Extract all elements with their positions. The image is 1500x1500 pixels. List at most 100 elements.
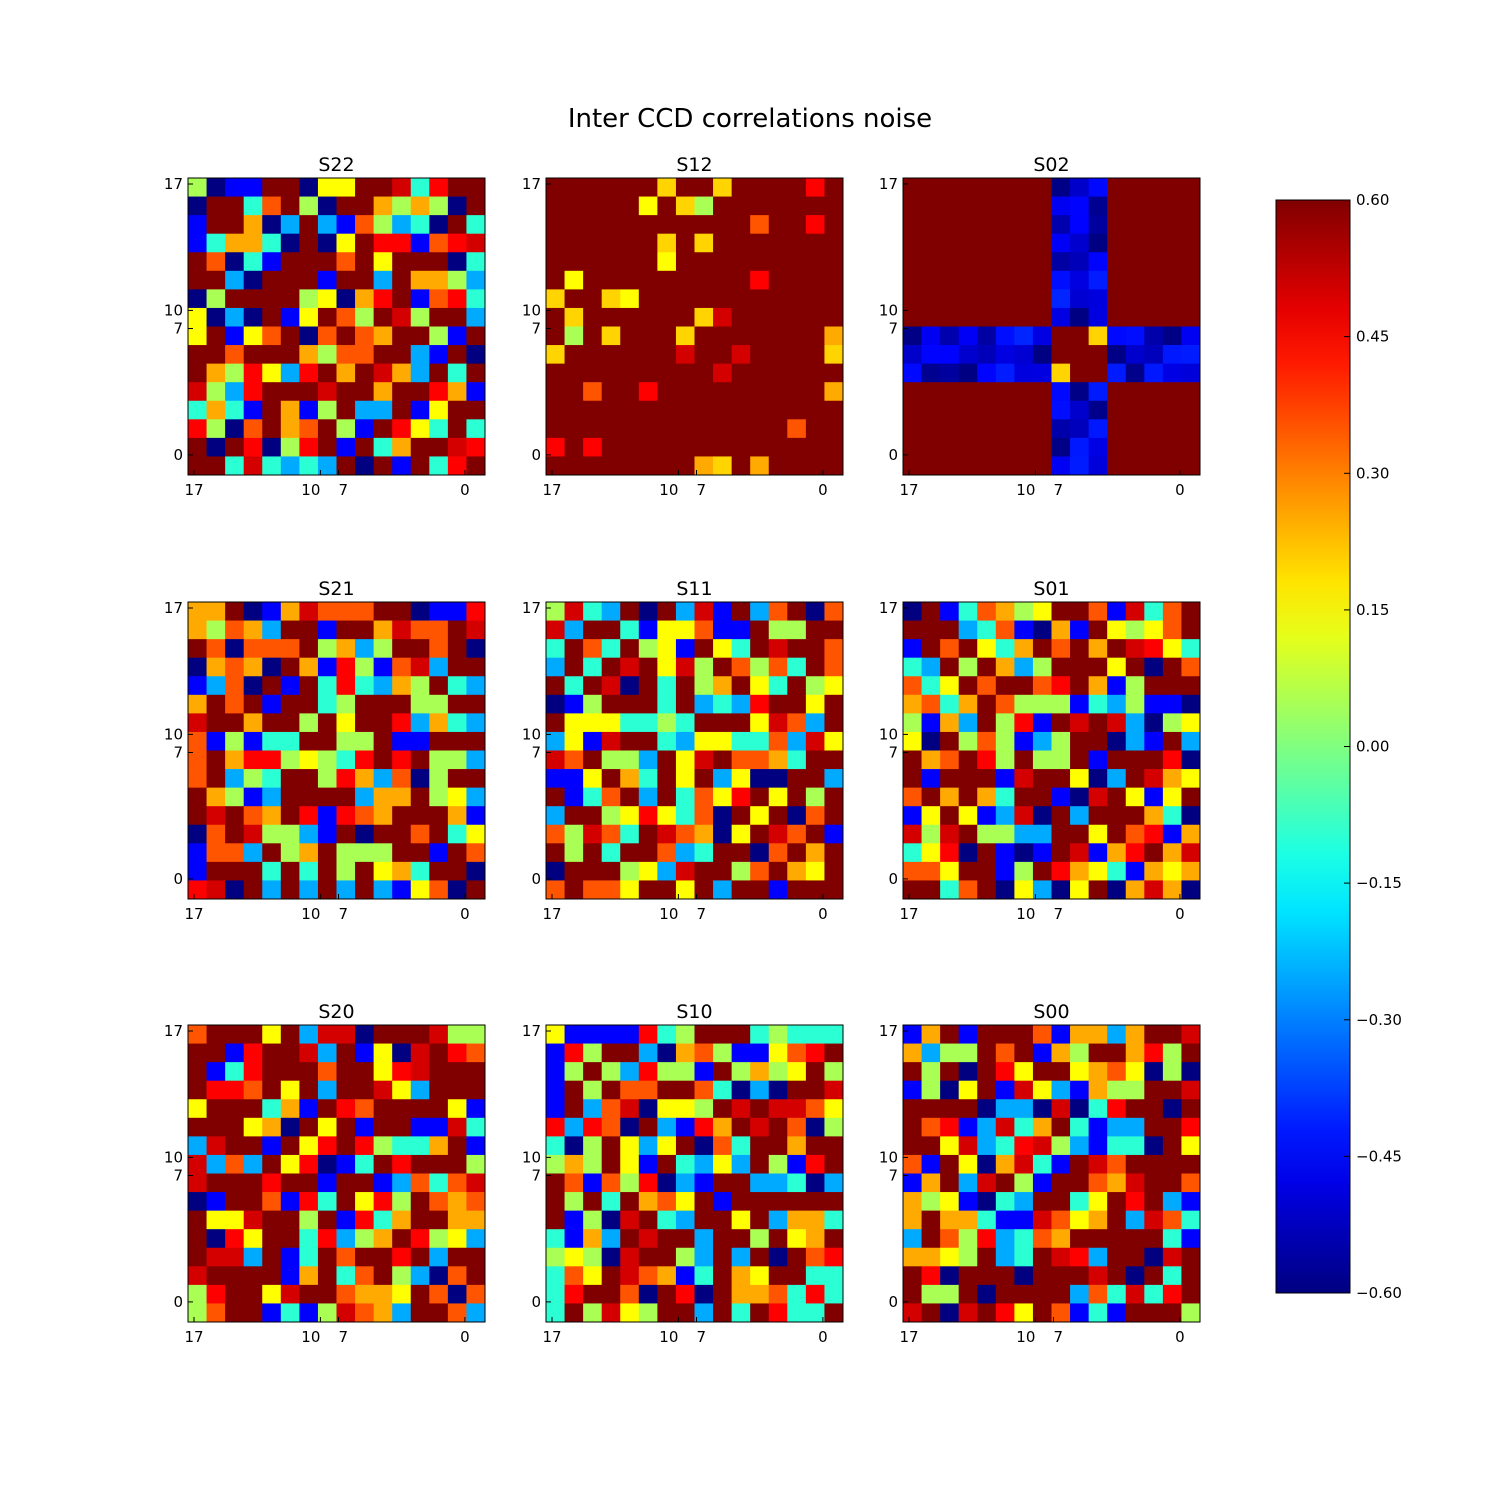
heatmap-cell <box>694 1229 714 1249</box>
heatmap-cell <box>940 620 960 640</box>
heatmap-cell <box>1125 602 1145 621</box>
heatmap-cell <box>564 289 584 309</box>
heatmap-cell <box>657 289 677 309</box>
y-tick-label: 7 <box>173 744 183 762</box>
heatmap-cell <box>225 326 245 346</box>
heatmap-cell <box>824 178 844 197</box>
heatmap-cell <box>280 437 300 457</box>
heatmap-cell <box>750 437 770 457</box>
heatmap-cell <box>546 178 565 197</box>
heatmap-cell <box>1070 1266 1090 1286</box>
heatmap-cell <box>206 1043 226 1063</box>
heatmap-cell <box>694 400 714 420</box>
heatmap-cell <box>601 1284 621 1304</box>
heatmap-cell <box>317 1154 337 1174</box>
heatmap-cell <box>373 382 393 402</box>
heatmap-cell <box>940 400 960 420</box>
heatmap-cell <box>787 437 807 457</box>
heatmap-cell <box>447 1043 467 1063</box>
x-tick-label: 0 <box>1175 905 1185 923</box>
heatmap-cell <box>262 787 282 807</box>
heatmap-cell <box>958 233 978 253</box>
heatmap-cell <box>583 1229 603 1249</box>
heatmap-cell <box>1125 233 1145 253</box>
x-tick-label: 10 <box>659 905 678 923</box>
heatmap-cell <box>601 1173 621 1193</box>
heatmap-cell <box>601 676 621 696</box>
heatmap-cell <box>768 750 788 770</box>
heatmap-cell <box>750 620 770 640</box>
heatmap-cell <box>1162 1173 1182 1193</box>
heatmap-cell <box>1032 326 1052 346</box>
heatmap-cell <box>995 861 1015 881</box>
heatmap-cell <box>373 307 393 327</box>
heatmap-cell <box>262 289 282 309</box>
heatmap-cell <box>1107 750 1127 770</box>
heatmap-cell <box>1107 345 1127 365</box>
heatmap-cell <box>1032 1284 1052 1304</box>
heatmap-cell <box>243 1117 263 1137</box>
heatmap-cell <box>225 861 245 881</box>
heatmap-cell <box>1088 270 1108 290</box>
heatmap-cell <box>1070 215 1090 235</box>
heatmap-cell <box>243 750 263 770</box>
heatmap-cell <box>317 620 337 640</box>
heatmap-cell <box>1162 1266 1182 1286</box>
heatmap-cell <box>447 602 467 621</box>
heatmap-cell <box>750 326 770 346</box>
heatmap-cell <box>206 178 226 197</box>
heatmap-cell <box>1107 178 1127 197</box>
heatmap-cell <box>1125 1043 1145 1063</box>
heatmap-cell <box>657 215 677 235</box>
heatmap-cell <box>429 861 449 881</box>
y-tick-label: 0 <box>173 446 183 464</box>
heatmap-cell <box>429 363 449 383</box>
heatmap-cell <box>1051 861 1071 881</box>
heatmap-cell <box>336 1173 356 1193</box>
heatmap-cell <box>429 1080 449 1100</box>
heatmap-cell <box>1181 1117 1201 1137</box>
heatmap-cell <box>373 694 393 714</box>
x-tick-label: 10 <box>301 905 320 923</box>
heatmap-cell <box>373 806 393 826</box>
heatmap-cell <box>336 1117 356 1137</box>
heatmap-cell <box>188 289 207 309</box>
heatmap-cell <box>1070 1099 1090 1119</box>
heatmap-cell <box>336 694 356 714</box>
heatmap-cell <box>731 787 751 807</box>
heatmap-cell <box>1051 731 1071 751</box>
heatmap-cell <box>1051 456 1071 476</box>
heatmap-cell <box>546 382 565 402</box>
heatmap-cell <box>564 1210 584 1230</box>
heatmap-cell <box>336 843 356 863</box>
heatmap-cell <box>1088 437 1108 457</box>
heatmap-cell <box>299 1043 319 1063</box>
heatmap-cell <box>225 178 245 197</box>
heatmap-cell <box>1070 382 1090 402</box>
heatmap-cell <box>638 1173 658 1193</box>
heatmap-cell <box>466 307 486 327</box>
heatmap-cell <box>225 345 245 365</box>
heatmap-cell <box>225 437 245 457</box>
heatmap-cell <box>1162 880 1182 900</box>
heatmap-cell <box>1181 1136 1201 1156</box>
heatmap-cell <box>355 787 375 807</box>
heatmap-cell <box>750 215 770 235</box>
colorbar-tick-label: −0.30 <box>1356 1011 1402 1029</box>
heatmap-cell <box>1162 602 1182 621</box>
heatmap-cell <box>713 1062 733 1082</box>
heatmap-cell <box>638 289 658 309</box>
heatmap-cell <box>1107 1136 1127 1156</box>
heatmap-cell <box>1032 400 1052 420</box>
heatmap-cell <box>392 769 412 789</box>
heatmap-cell <box>546 1266 565 1286</box>
heatmap-cell <box>675 345 695 365</box>
heatmap-cell <box>768 307 788 327</box>
heatmap-cell <box>601 861 621 881</box>
heatmap-cell <box>940 307 960 327</box>
heatmap-cell <box>206 326 226 346</box>
heatmap-cell <box>188 1266 207 1286</box>
heatmap-cell <box>317 1080 337 1100</box>
heatmap-cell <box>466 252 486 272</box>
heatmap-cell <box>1032 1136 1052 1156</box>
